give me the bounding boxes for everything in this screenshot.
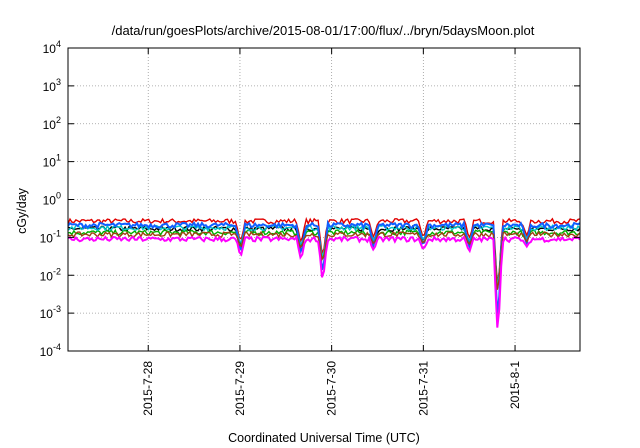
y-axis: 10-4 10-3 10-2 10-1 100 101 102 103 104 (40, 39, 580, 359)
y-tick-label: 10-2 (40, 266, 61, 283)
y-axis-label: cGy/day (15, 187, 29, 234)
x-axis: 2015-7-28 2015-7-29 2015-7-30 2015-7-31 2015… (141, 48, 522, 416)
x-tick-label: 2015-7-31 (416, 361, 430, 416)
y-tick-label: 100 (43, 191, 61, 208)
y-tick-label: 10-4 (40, 342, 61, 359)
grid (68, 48, 580, 351)
y-tick-label: 103 (43, 77, 61, 94)
x-tick-label: 2015-7-28 (141, 361, 155, 416)
y-tick-label: 101 (43, 153, 61, 170)
x-tick-label: 2015-7-29 (233, 361, 247, 416)
series-group (68, 216, 580, 328)
y-tick-label: 10-1 (40, 228, 61, 245)
y-tick-label: 10-3 (40, 304, 61, 321)
y-tick-label: 102 (43, 115, 61, 132)
series-line (68, 234, 580, 328)
chart-title: /data/run/goesPlots/archive/2015-08-01/1… (112, 23, 535, 38)
x-tick-label: 2015-7-30 (325, 361, 339, 416)
x-tick-label: 2015-8-1 (508, 361, 522, 409)
y-tick-label: 104 (43, 39, 61, 56)
x-axis-label: Coordinated Universal Time (UTC) (228, 431, 420, 445)
